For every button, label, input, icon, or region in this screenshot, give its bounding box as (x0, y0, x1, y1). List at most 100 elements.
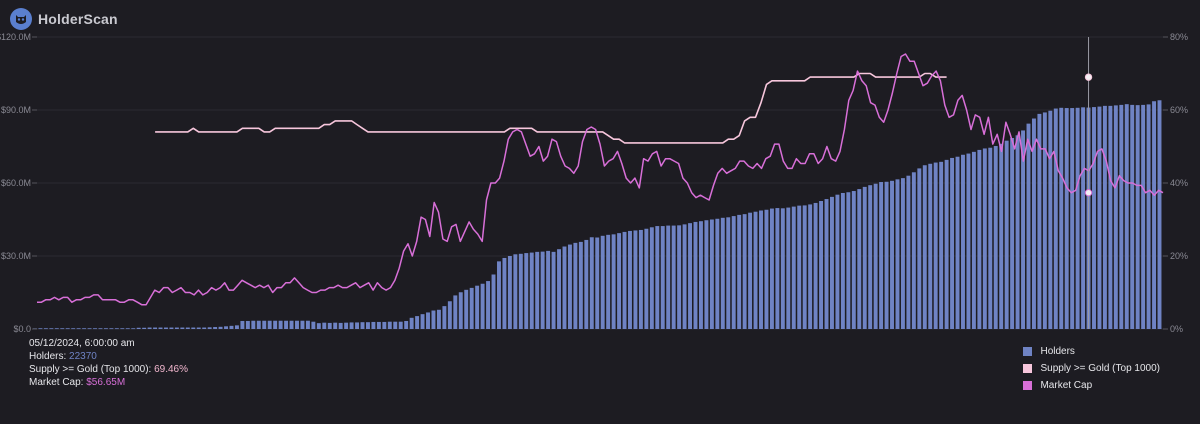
holders-bar[interactable] (278, 320, 283, 329)
holders-bar[interactable] (961, 154, 965, 329)
holders-bar[interactable] (398, 321, 403, 329)
holders-bar[interactable] (360, 322, 365, 329)
holders-bar[interactable] (1081, 107, 1086, 329)
holders-bar[interactable] (884, 181, 889, 329)
holders-bar[interactable] (622, 231, 627, 329)
holders-bar[interactable] (333, 322, 338, 329)
holders-bar[interactable] (529, 252, 534, 329)
holders-bar[interactable] (136, 327, 141, 329)
holders-bar[interactable] (769, 208, 774, 329)
holders-bar[interactable] (1097, 106, 1102, 329)
holders-bar[interactable] (1015, 135, 1020, 329)
holders-bar[interactable] (502, 257, 507, 329)
holders-bar[interactable] (873, 183, 878, 329)
holders-bar[interactable] (819, 201, 824, 329)
holders-bar[interactable] (327, 322, 332, 329)
supply-line[interactable] (155, 72, 947, 144)
holders-bar[interactable] (125, 328, 130, 330)
holders-bar[interactable] (704, 220, 709, 329)
holders-bar[interactable] (775, 208, 780, 329)
holders-bar[interactable] (1102, 105, 1107, 329)
legend-item-holders[interactable]: Holders (1023, 343, 1160, 360)
holders-bar[interactable] (999, 143, 1004, 329)
holders-bar[interactable] (1059, 107, 1064, 329)
holders-bar[interactable] (671, 225, 676, 329)
holders-bar[interactable] (578, 241, 583, 329)
holders-bar[interactable] (513, 254, 518, 329)
holders-bar[interactable] (906, 175, 911, 329)
holders-bar[interactable] (557, 249, 561, 329)
holders-bar[interactable] (1075, 107, 1080, 329)
holders-bar[interactable] (426, 312, 430, 329)
holders-bar[interactable] (655, 226, 660, 329)
holders-bar[interactable] (688, 223, 692, 329)
holders-bar[interactable] (1113, 105, 1118, 329)
holders-bar[interactable] (431, 310, 436, 329)
holders-bar[interactable] (1135, 105, 1140, 329)
holders-bar[interactable] (742, 214, 747, 329)
holders-bar[interactable] (1130, 104, 1135, 329)
holders-bar[interactable] (109, 328, 114, 330)
holders-bar[interactable] (660, 226, 665, 329)
holders-bar[interactable] (895, 179, 900, 329)
holders-bar[interactable] (726, 217, 731, 329)
holders-bar[interactable] (458, 292, 463, 329)
holders-bar[interactable] (497, 261, 501, 329)
holders-bar[interactable] (180, 327, 185, 329)
holders-bar[interactable] (759, 210, 763, 330)
holders-bar[interactable] (240, 320, 245, 329)
holders-bar[interactable] (535, 251, 540, 329)
holders-bar[interactable] (1031, 118, 1036, 330)
holders-bar[interactable] (628, 230, 632, 329)
holders-bar[interactable] (404, 320, 409, 329)
holders-bar[interactable] (191, 327, 196, 329)
holders-bar[interactable] (546, 250, 551, 329)
holders-bar[interactable] (731, 216, 736, 329)
holders-bar[interactable] (366, 322, 370, 329)
holders-bar[interactable] (207, 327, 212, 329)
holders-bar[interactable] (475, 285, 480, 329)
holders-bar[interactable] (857, 189, 862, 329)
holders-bar[interactable] (835, 194, 840, 329)
holders-bar[interactable] (60, 328, 65, 330)
holders-bar[interactable] (971, 151, 976, 329)
holders-bar[interactable] (376, 321, 381, 329)
holders-bar[interactable] (524, 253, 529, 329)
holders-bar[interactable] (1037, 113, 1042, 329)
holders-bar[interactable] (1010, 137, 1015, 329)
holders-bar[interactable] (988, 147, 993, 329)
holders-bar[interactable] (251, 320, 256, 329)
holders-bar[interactable] (900, 178, 905, 329)
holders-bar[interactable] (114, 328, 119, 330)
holders-bar[interactable] (349, 322, 354, 329)
holders-bar[interactable] (295, 320, 299, 329)
holders-bar[interactable] (982, 148, 987, 329)
holders-bar[interactable] (436, 309, 441, 329)
holders-bar[interactable] (879, 182, 884, 329)
holders-bar[interactable] (174, 327, 179, 329)
holders-bar[interactable] (158, 327, 163, 329)
holders-bar[interactable] (480, 283, 485, 329)
holders-bar[interactable] (311, 321, 316, 329)
holders-bar[interactable] (562, 246, 567, 329)
holders-bar[interactable] (273, 320, 278, 329)
holders-bar[interactable] (43, 328, 48, 330)
holders-bar[interactable] (305, 320, 310, 329)
brand[interactable]: HolderScan (10, 8, 118, 30)
holders-bar[interactable] (584, 239, 589, 329)
holders-bar[interactable] (824, 199, 829, 329)
holders-bar[interactable] (1152, 101, 1157, 330)
holders-bar[interactable] (1157, 100, 1162, 330)
holders-bar[interactable] (76, 328, 81, 330)
holders-bar[interactable] (540, 251, 545, 329)
holders-bar[interactable] (234, 325, 239, 329)
holders-bar[interactable] (300, 320, 305, 329)
holders-bar[interactable] (218, 326, 223, 329)
holders-bar[interactable] (786, 207, 791, 329)
holders-bar[interactable] (617, 233, 622, 329)
holders-bar[interactable] (142, 327, 147, 329)
holders-bar[interactable] (780, 208, 785, 329)
holders-bar[interactable] (185, 327, 190, 329)
holders-bar[interactable] (644, 228, 649, 329)
holders-bar[interactable] (966, 153, 971, 329)
